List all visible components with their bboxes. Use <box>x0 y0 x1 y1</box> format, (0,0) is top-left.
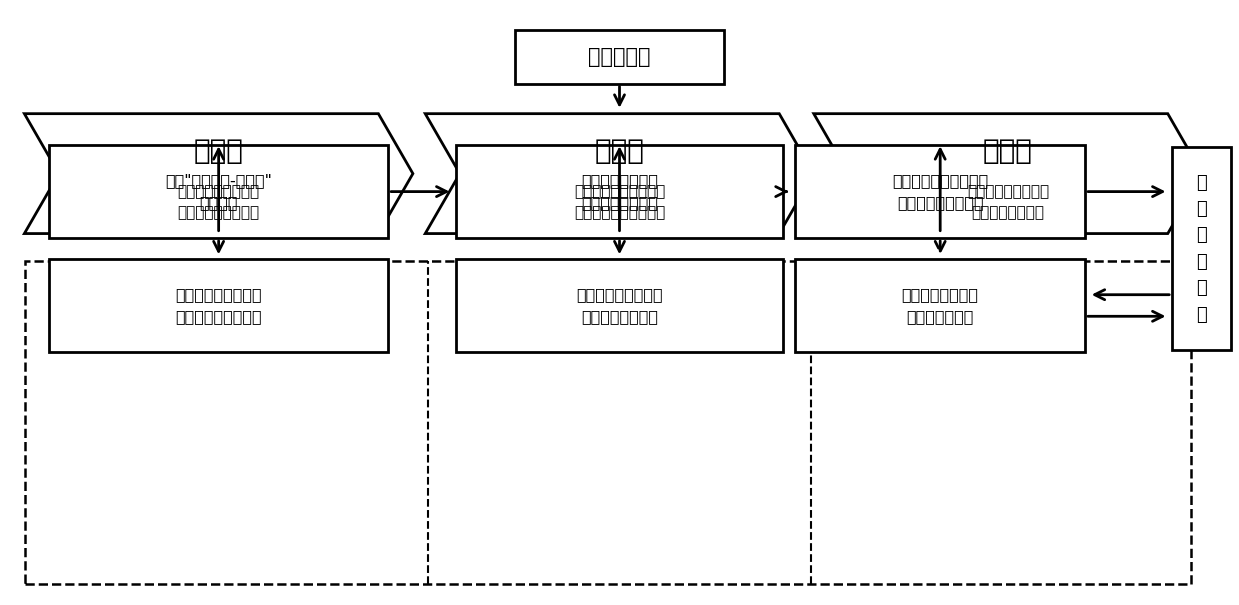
Polygon shape <box>425 114 814 234</box>
FancyBboxPatch shape <box>795 145 1085 238</box>
Text: 预规划方案不同建设用
地的强度和结构优化: 预规划方案不同建设用 地的强度和结构优化 <box>892 173 989 210</box>
FancyBboxPatch shape <box>50 145 388 238</box>
FancyBboxPatch shape <box>456 145 783 238</box>
Text: 预规划方案建设用
地碳排放强度核算: 预规划方案建设用 地碳排放强度核算 <box>581 173 658 210</box>
Text: 规
划
优
化
方
案: 规 划 优 化 方 案 <box>1197 174 1207 324</box>
Text: 规划优化方案碳排
放约束效果评价: 规划优化方案碳排 放约束效果评价 <box>902 287 979 324</box>
FancyBboxPatch shape <box>456 259 783 352</box>
Bar <box>25 261 1191 584</box>
Polygon shape <box>814 114 1202 234</box>
Text: 第三步: 第三步 <box>983 137 1033 165</box>
Text: 第二步: 第二步 <box>595 137 644 165</box>
FancyBboxPatch shape <box>1172 146 1232 350</box>
Text: 预规划方案: 预规划方案 <box>589 47 650 67</box>
Text: 建立建设用地碳排放
强度的量化核算体系: 建立建设用地碳排放 强度的量化核算体系 <box>175 287 261 324</box>
Text: 建设用地碳排放强度
量化核算体系的建立: 建设用地碳排放强度 量化核算体系的建立 <box>177 185 260 220</box>
Text: 构建"建设用地-碳排放"
关联框架: 构建"建设用地-碳排放" 关联框架 <box>165 173 273 210</box>
FancyBboxPatch shape <box>795 259 1085 352</box>
Text: 碳排放约束目标下规
划优化方案的制定: 碳排放约束目标下规 划优化方案的制定 <box>966 185 1049 220</box>
FancyBboxPatch shape <box>50 259 388 352</box>
FancyBboxPatch shape <box>514 30 725 83</box>
Text: 第一步: 第一步 <box>193 137 244 165</box>
Text: 预规划方案建设用地碳
排放强度的核算与分析: 预规划方案建设用地碳 排放强度的核算与分析 <box>574 185 665 220</box>
Text: 预规划方案主约束区
与主因地类的识别: 预规划方案主约束区 与主因地类的识别 <box>576 287 663 324</box>
Polygon shape <box>25 114 413 234</box>
